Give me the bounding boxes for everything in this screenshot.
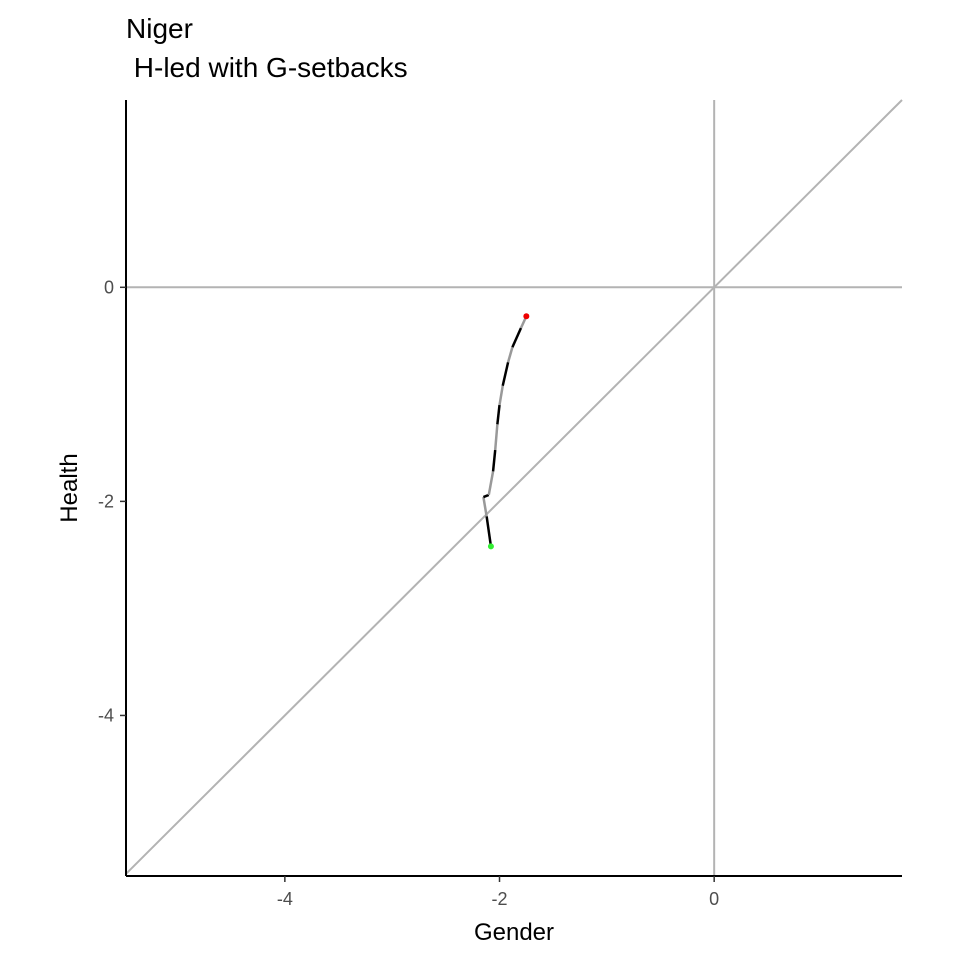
y-axis-ticks: 0 -2 -4 xyxy=(98,277,126,725)
trajectory-segment xyxy=(482,496,488,517)
x-tick-label: -4 xyxy=(277,889,293,909)
end-point xyxy=(523,313,530,320)
trajectory-segment xyxy=(506,346,514,363)
trajectory-segment xyxy=(498,385,504,406)
data-layer xyxy=(482,313,530,550)
x-axis-title: Gender xyxy=(474,919,554,946)
trajectory-segment xyxy=(482,493,490,499)
y-tick-label: -2 xyxy=(98,491,114,511)
y-axis-title: Health xyxy=(56,453,83,522)
trajectory-segment xyxy=(485,516,493,547)
y-tick-label: -4 xyxy=(98,705,114,725)
trajectory-segment xyxy=(487,471,495,496)
trajectory-segment xyxy=(501,361,510,387)
x-axis-ticks: -4 -2 0 xyxy=(277,876,719,909)
reference-lines xyxy=(125,99,903,876)
chart-subtitle: H-led with G-setbacks xyxy=(126,52,408,83)
trajectory-segment xyxy=(491,449,497,472)
x-tick-label: 0 xyxy=(709,889,719,909)
trajectory-segment xyxy=(511,327,523,348)
x-tick-label: -2 xyxy=(492,889,508,909)
trajectory-segment xyxy=(493,424,499,451)
start-point xyxy=(487,543,494,550)
diagonal-reference-line xyxy=(125,99,903,875)
trajectory-segment xyxy=(496,404,501,425)
chart-title: Niger xyxy=(126,13,193,44)
y-tick-label: 0 xyxy=(104,277,114,297)
